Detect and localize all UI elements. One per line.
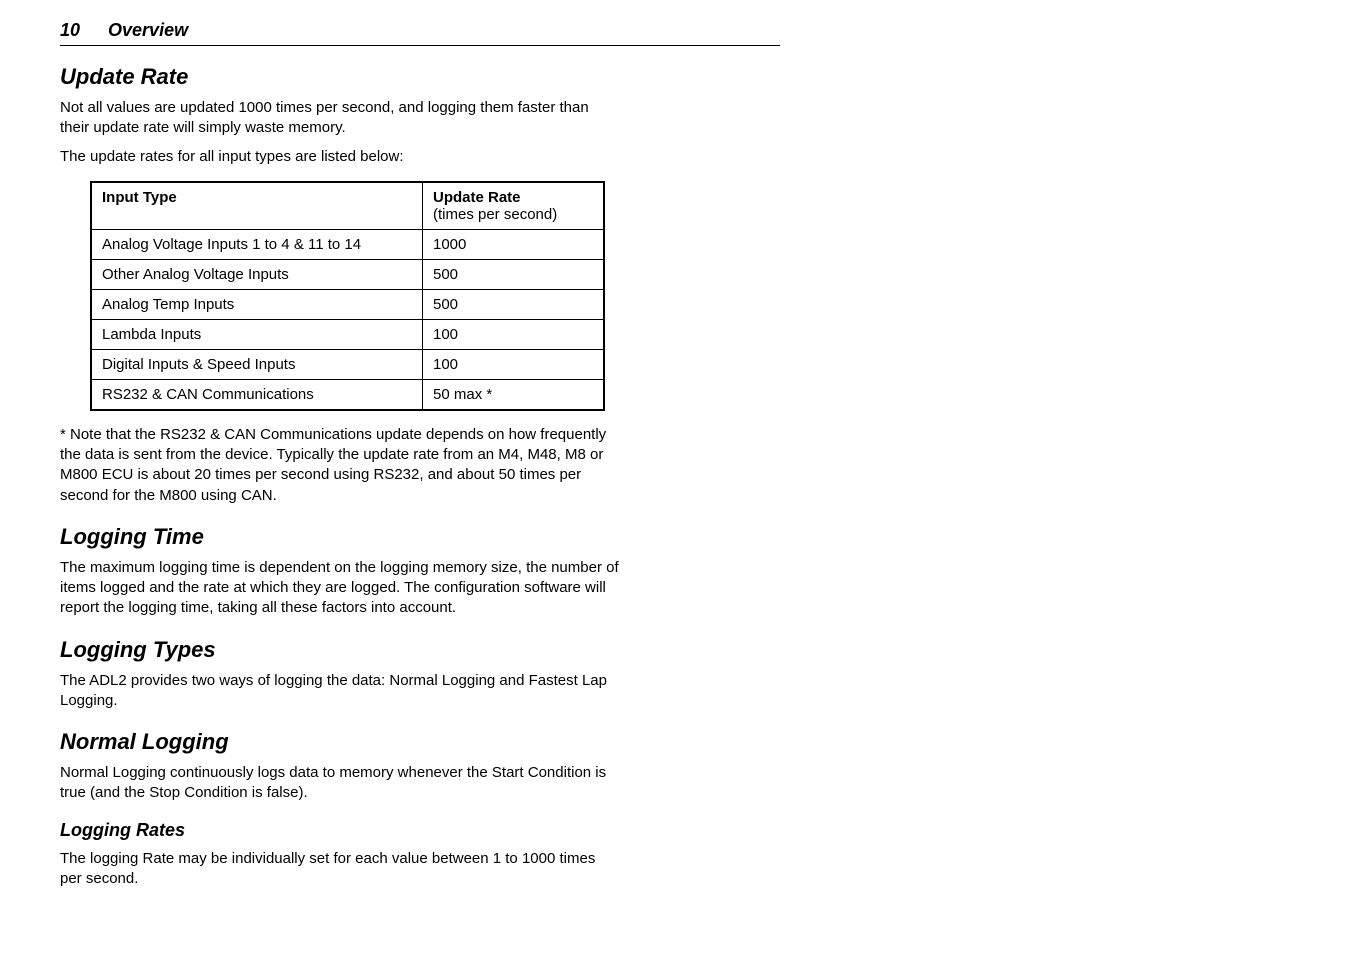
table-row: RS232 & CAN Communications50 max * (91, 379, 604, 410)
table-cell-rate: 500 (423, 289, 605, 319)
section-name: Overview (108, 20, 188, 41)
heading-logging-rates: Logging Rates (60, 820, 780, 841)
table-header-row: Input Type Update Rate (times per second… (91, 182, 604, 230)
paragraph: Not all values are updated 1000 times pe… (60, 98, 620, 139)
table-cell-input: RS232 & CAN Communications (91, 379, 423, 410)
table-cell-input: Analog Temp Inputs (91, 289, 423, 319)
heading-normal-logging: Normal Logging (60, 729, 780, 755)
update-rate-table: Input Type Update Rate (times per second… (90, 181, 605, 411)
table-row: Other Analog Voltage Inputs500 (91, 259, 604, 289)
paragraph: The maximum logging time is dependent on… (60, 558, 620, 619)
document-page: 10 Overview Update Rate Not all values a… (0, 0, 840, 937)
table-cell-input: Other Analog Voltage Inputs (91, 259, 423, 289)
table-row: Analog Voltage Inputs 1 to 4 & 11 to 141… (91, 229, 604, 259)
paragraph: The logging Rate may be individually set… (60, 849, 620, 890)
table-cell-rate: 100 (423, 319, 605, 349)
table-header-rate-bold: Update Rate (433, 189, 521, 206)
paragraph: The update rates for all input types are… (60, 147, 620, 167)
table-header-update-rate: Update Rate (times per second) (423, 182, 605, 230)
table-cell-rate: 500 (423, 259, 605, 289)
table-header-input-type: Input Type (91, 182, 423, 230)
table-row: Lambda Inputs100 (91, 319, 604, 349)
table-cell-rate: 100 (423, 349, 605, 379)
table-row: Analog Temp Inputs500 (91, 289, 604, 319)
table-header-rate-sub: (times per second) (433, 206, 593, 223)
table-cell-rate: 1000 (423, 229, 605, 259)
page-number: 10 (60, 20, 80, 41)
table-row: Digital Inputs & Speed Inputs100 (91, 349, 604, 379)
heading-logging-time: Logging Time (60, 524, 780, 550)
heading-logging-types: Logging Types (60, 637, 780, 663)
footnote: * Note that the RS232 & CAN Communicatio… (60, 425, 620, 506)
table-cell-input: Lambda Inputs (91, 319, 423, 349)
heading-update-rate: Update Rate (60, 64, 780, 90)
paragraph: The ADL2 provides two ways of logging th… (60, 671, 620, 712)
update-rate-table-wrap: Input Type Update Rate (times per second… (90, 181, 780, 411)
running-header: 10 Overview (60, 20, 780, 46)
paragraph: Normal Logging continuously logs data to… (60, 763, 620, 804)
table-cell-input: Digital Inputs & Speed Inputs (91, 349, 423, 379)
table-cell-input: Analog Voltage Inputs 1 to 4 & 11 to 14 (91, 229, 423, 259)
table-cell-rate: 50 max * (423, 379, 605, 410)
